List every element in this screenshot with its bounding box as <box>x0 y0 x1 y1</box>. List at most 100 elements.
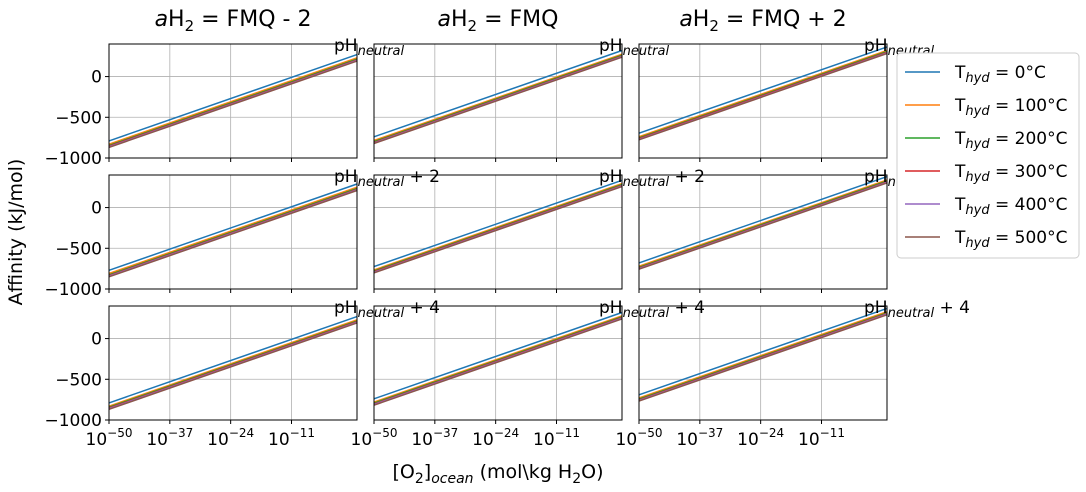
series-line-3 <box>373 183 623 272</box>
y-tick-label: −1000 <box>44 411 102 431</box>
x-tick-exponent: −50 <box>372 426 397 440</box>
row-label-sub: neutral <box>358 44 405 59</box>
series-line-2 <box>108 319 358 407</box>
x-tick-exponent: −24 <box>494 426 519 440</box>
row-label-offset: + 4 <box>404 298 440 318</box>
column-title-fmq-minus-2: aH2 = FMQ - 2 <box>155 7 312 35</box>
x-tick-exponent: −37 <box>698 426 723 440</box>
plot-frame <box>638 305 888 421</box>
legend-entry-value: = 200°C <box>990 129 1068 149</box>
subplot-r2-c1: 10−50 10−37 10−24 10−11 <box>351 305 623 450</box>
x-tick-exponent: −24 <box>759 426 784 440</box>
x-tick-base: 10 <box>616 430 638 450</box>
column-title-fmq: aH2 = FMQ <box>438 7 559 35</box>
y-axis-label: Affinity (kJ/mol) <box>5 159 27 306</box>
y-tick-label: 0 <box>91 330 102 350</box>
row-label-ph: pHneutral + 4 <box>864 298 970 321</box>
legend-entry-value: = 100°C <box>990 96 1068 116</box>
row-label-ph: pHneutral <box>599 36 669 59</box>
series-line-2 <box>373 315 623 403</box>
series-line-1 <box>373 311 623 400</box>
series-line-2 <box>638 49 888 138</box>
row-label-main: pH <box>864 167 888 187</box>
plot-frame <box>373 43 623 159</box>
x-tick-label: 10−50 <box>351 426 398 450</box>
x-tick-exponent: −37 <box>433 426 458 440</box>
legend-entry-value: = 400°C <box>990 195 1068 215</box>
y-tick-label: −1000 <box>44 280 102 300</box>
subplot-r1-c1 <box>373 174 623 293</box>
y-tick-label: −500 <box>55 239 102 259</box>
x-tick-base: 10 <box>676 430 698 450</box>
row-label-main: pH <box>334 298 358 318</box>
plot-area <box>639 44 887 158</box>
x-tick-base: 10 <box>798 430 820 450</box>
row-label-offset: + 2 <box>669 167 705 187</box>
series-line-6 <box>373 56 623 145</box>
series-line-6 <box>638 52 888 141</box>
legend-entry-value: = 300°C <box>990 162 1068 182</box>
row-label-sub: neutral <box>358 175 405 190</box>
x-tick-base: 10 <box>533 430 555 450</box>
subplot-r1-c2 <box>638 174 888 293</box>
x-tick-base: 10 <box>268 430 290 450</box>
subplot-r0-c2 <box>638 43 888 162</box>
row-label-ph: pHneutral + 4 <box>599 298 705 321</box>
y-tick-label: 0 <box>91 199 102 219</box>
y-tick-label: −500 <box>55 108 102 128</box>
x-tick-exponent: −11 <box>555 426 580 440</box>
row-label-sub: neutral <box>623 44 670 59</box>
subplot-r0-c1 <box>373 43 623 162</box>
legend-entry-sub: hyd <box>965 71 990 86</box>
x-tick-exponent: −11 <box>290 426 315 440</box>
row-label-main: pH <box>599 298 623 318</box>
series-line-6 <box>108 60 358 149</box>
plot-frame <box>638 43 888 159</box>
legend-entry-main: T <box>954 129 966 149</box>
legend-entry-sub: hyd <box>965 170 990 185</box>
plot-area <box>374 306 622 420</box>
series-line-3 <box>638 180 888 269</box>
x-tick-base: 10 <box>737 430 759 450</box>
series-line-2 <box>373 53 623 142</box>
plot-frame <box>638 174 888 290</box>
x-tick-base: 10 <box>146 430 168 450</box>
legend-entry-main: T <box>954 195 966 215</box>
subplot-r1-c0: −1000 −500 0 <box>44 174 358 300</box>
x-tick-base: 10 <box>207 430 229 450</box>
legend-entry-sub: hyd <box>965 236 990 251</box>
row-label-offset: + 4 <box>669 298 705 318</box>
row-label-main: pH <box>334 36 358 56</box>
series-line-2 <box>638 179 888 267</box>
legend-entry-main: T <box>954 228 966 248</box>
series-line-6 <box>638 182 888 270</box>
row-label-main: pH <box>864 298 888 318</box>
legend-entry-6: Thyd = 500°C <box>954 228 1067 251</box>
x-tick-label: 10−50 <box>616 426 663 450</box>
legend-entry-3: Thyd = 200°C <box>954 129 1067 152</box>
x-tick-base: 10 <box>411 430 433 450</box>
legend-entry-value: = 0°C <box>990 63 1046 83</box>
series-line-1 <box>108 53 358 142</box>
x-tick-exponent: −37 <box>168 426 193 440</box>
x-tick-label: 10−11 <box>268 426 315 450</box>
x-tick-base: 10 <box>351 430 373 450</box>
x-tick-label: 10−37 <box>411 426 458 450</box>
row-label-offset: + 2 <box>404 167 440 187</box>
y-tick-label: −500 <box>55 370 102 390</box>
x-tick-base: 10 <box>472 430 494 450</box>
series-line-1 <box>638 307 888 396</box>
series-line-3 <box>108 187 358 276</box>
plot-frame <box>108 305 358 421</box>
series-line-2 <box>638 310 888 399</box>
x-tick-base: 10 <box>86 430 108 450</box>
legend-entry-5: Thyd = 400°C <box>954 195 1067 218</box>
plot-frame <box>108 174 358 290</box>
row-label-sub: neutral <box>623 175 670 190</box>
legend-frame <box>896 52 1080 259</box>
series-line-2 <box>108 57 358 145</box>
